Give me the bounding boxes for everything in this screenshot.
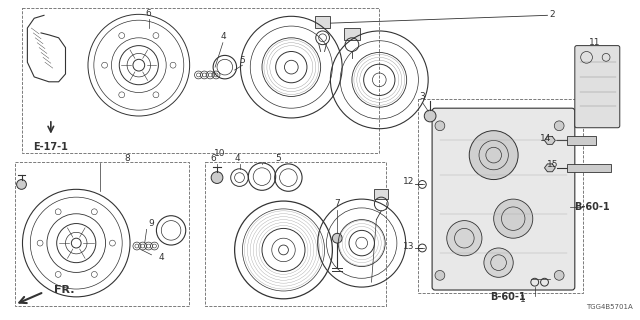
Polygon shape [545, 164, 556, 172]
Circle shape [435, 270, 445, 280]
Circle shape [554, 270, 564, 280]
Circle shape [554, 121, 564, 131]
Circle shape [211, 172, 223, 183]
Text: E-17-1: E-17-1 [33, 142, 68, 152]
Text: 7: 7 [334, 199, 340, 209]
FancyBboxPatch shape [567, 136, 596, 145]
Text: 6: 6 [210, 154, 216, 163]
Text: 1: 1 [520, 295, 526, 304]
Text: 8: 8 [124, 154, 130, 163]
FancyBboxPatch shape [567, 164, 611, 172]
Text: B-60-1: B-60-1 [574, 202, 609, 212]
FancyBboxPatch shape [575, 46, 620, 128]
FancyBboxPatch shape [344, 28, 360, 40]
Text: B-60-1: B-60-1 [490, 292, 526, 302]
Text: 5: 5 [239, 56, 245, 65]
Text: 6: 6 [146, 9, 152, 18]
Text: 15: 15 [547, 160, 558, 169]
Text: 3: 3 [419, 92, 425, 101]
Circle shape [469, 131, 518, 180]
Circle shape [447, 220, 482, 256]
Text: 4: 4 [220, 32, 226, 41]
Text: 4: 4 [159, 253, 164, 262]
FancyBboxPatch shape [432, 108, 575, 290]
Text: 4: 4 [235, 154, 241, 163]
Text: TGG4B5701A: TGG4B5701A [586, 304, 634, 310]
Text: 5: 5 [276, 154, 282, 163]
Text: 10: 10 [214, 149, 226, 158]
Circle shape [484, 248, 513, 277]
Text: 9: 9 [148, 219, 154, 228]
Circle shape [424, 110, 436, 122]
Circle shape [493, 199, 532, 238]
Circle shape [435, 121, 445, 131]
FancyBboxPatch shape [374, 189, 388, 199]
Text: 11: 11 [589, 38, 600, 47]
Circle shape [17, 180, 26, 189]
Text: 2: 2 [550, 10, 555, 19]
FancyBboxPatch shape [315, 16, 330, 28]
Text: FR.: FR. [54, 285, 74, 295]
Circle shape [332, 233, 342, 243]
Text: 14: 14 [540, 134, 551, 143]
Polygon shape [545, 137, 556, 144]
Text: 13: 13 [403, 242, 414, 251]
Text: 12: 12 [403, 177, 414, 186]
